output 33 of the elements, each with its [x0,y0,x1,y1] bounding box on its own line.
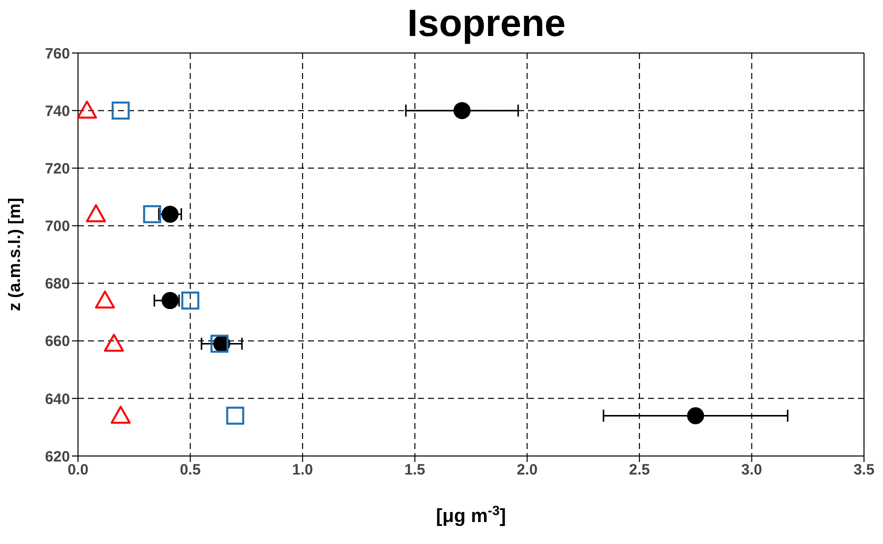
x-tick-label: 3.5 [854,462,874,479]
x-tick-label: 0.0 [68,462,88,479]
x-axis-title: [μg m$^{-3}$] [436,502,506,527]
y-tick-label: 760 [44,45,70,62]
point [226,406,244,425]
x-tick-label: 3.0 [741,462,762,479]
y-axis-title: z (a.m.s.l.) [m] [5,198,24,312]
y-tick-label: 740 [44,102,70,120]
point [162,292,179,310]
point [162,206,179,223]
point [143,205,162,224]
y-tick-label: 660 [44,333,70,350]
y-tick-label: 680 [44,276,70,293]
x-tick-label: 1.5 [404,462,426,479]
point [86,204,106,222]
x-tick-label: 2.0 [516,462,538,479]
y-tick-label: 700 [44,218,70,236]
point [210,334,228,353]
point [110,406,131,424]
point [181,292,200,310]
point [112,102,130,120]
point [94,290,115,309]
y-tick-label: 720 [44,160,70,178]
point [454,102,471,120]
chart-title: Isoprene [406,3,567,45]
y-tick-label: 620 [44,448,70,466]
x-tick-label: 2.5 [629,462,650,479]
point [78,100,97,119]
point [687,407,704,424]
point [104,334,124,352]
x-tick-label: 1.0 [292,462,313,479]
x-tick-label: 0.5 [180,462,201,479]
y-tick-label: 640 [44,390,70,408]
